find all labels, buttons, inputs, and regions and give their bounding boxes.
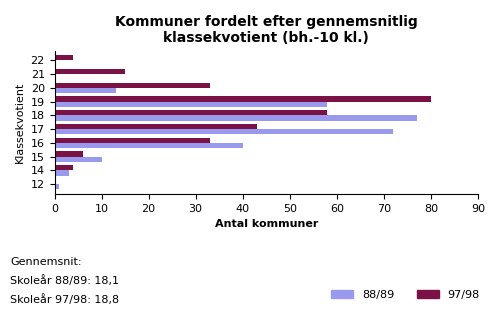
Bar — [54, 184, 59, 189]
Bar — [54, 69, 125, 74]
Bar — [54, 96, 431, 101]
Bar — [54, 156, 102, 162]
Bar — [54, 88, 116, 93]
Bar — [54, 143, 242, 148]
Text: Skoleår 88/89: 18,1: Skoleår 88/89: 18,1 — [10, 275, 119, 286]
Bar — [54, 101, 328, 107]
X-axis label: Antal kommuner: Antal kommuner — [214, 219, 318, 229]
Bar — [54, 83, 210, 88]
Bar — [54, 138, 210, 143]
Bar — [54, 151, 83, 156]
Bar — [54, 129, 394, 134]
Bar — [54, 165, 74, 171]
Text: Skoleår 97/98: 18,8: Skoleår 97/98: 18,8 — [10, 294, 119, 305]
Legend: 88/89, 97/98: 88/89, 97/98 — [326, 285, 484, 304]
Bar — [54, 110, 328, 115]
Y-axis label: Klassekvotient: Klassekvotient — [15, 81, 25, 163]
Bar — [54, 115, 417, 121]
Bar — [54, 171, 68, 176]
Text: Gennemsnit:: Gennemsnit: — [10, 257, 82, 267]
Bar — [54, 124, 257, 129]
Bar — [54, 55, 74, 60]
Title: Kommuner fordelt efter gennemsnitlig
klassekvotient (bh.-10 kl.): Kommuner fordelt efter gennemsnitlig kla… — [115, 15, 418, 45]
